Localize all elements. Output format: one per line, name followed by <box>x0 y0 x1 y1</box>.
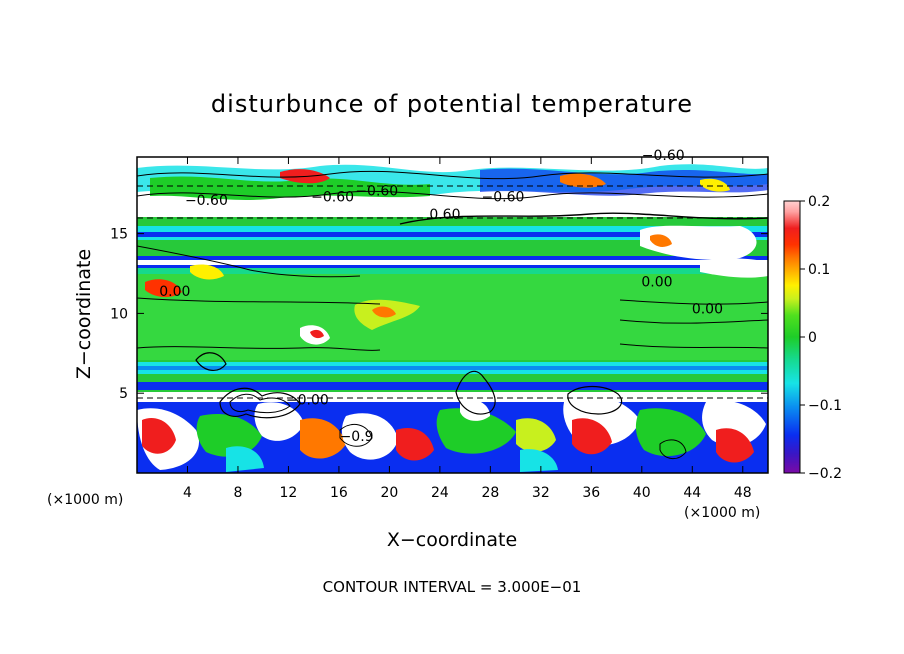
contour-label: 0.00 <box>692 301 723 317</box>
field-band-blue-low <box>137 366 768 370</box>
x-tick-label: 20 <box>380 485 398 501</box>
field-blob-mid-2 <box>372 306 396 318</box>
plot-field <box>137 157 768 473</box>
contour-cluster-4 <box>195 352 227 371</box>
field-bottom-white-4 <box>460 398 490 421</box>
field-blob-top-blue <box>480 168 768 196</box>
field-blob-mid-4 <box>310 329 324 339</box>
field-bottom-red-2 <box>396 428 434 461</box>
contour-label: −0.60 <box>482 190 525 206</box>
x-axis-ticks: 4 8 12 16 20 24 28 32 36 40 44 48 <box>183 157 752 501</box>
field-band-white-low <box>137 392 768 402</box>
field-blob-right-3 <box>700 258 768 278</box>
contour-label: −0.9 <box>340 429 374 445</box>
colorbar-tick-label: −0.1 <box>808 398 842 414</box>
y-tick-label: 15 <box>110 227 128 243</box>
field-blob-left-1 <box>145 279 182 298</box>
colorbar-tick-label: 0.1 <box>808 262 830 278</box>
field-band-blue-upper <box>137 232 768 237</box>
colorbar <box>783 200 801 474</box>
y-axis-ticks: 5 10 15 <box>110 227 768 402</box>
field-bottom-cyan-1 <box>226 446 264 472</box>
contour-cluster-5 <box>339 423 373 447</box>
field-bottom-green-2 <box>436 408 516 454</box>
contour-label: −0.60 <box>355 183 398 199</box>
field-blob-top-orange <box>560 173 606 188</box>
plot-frame <box>136 156 769 474</box>
x-tick-label: 40 <box>633 485 651 501</box>
contour-label: −0.00 <box>286 392 329 408</box>
contour-label: 0.00 <box>641 274 672 290</box>
field-bottom-green-1 <box>196 414 262 457</box>
field-bottom-orange-1 <box>300 418 346 459</box>
contour-cluster-3 <box>567 385 623 415</box>
field-band-white-mid <box>137 260 768 265</box>
field-blob-right-1 <box>640 225 757 260</box>
y-tick-label: 10 <box>110 306 128 322</box>
contour-label: 0.00 <box>159 284 190 300</box>
contour-label: −0.60 <box>311 190 354 206</box>
contour-cluster-1b <box>229 393 291 414</box>
colorbar-tick-label: 0.2 <box>808 194 830 210</box>
contour-line-4 <box>137 245 361 278</box>
x-tick-label: 16 <box>330 485 348 501</box>
field-band-lightgreen <box>137 274 768 360</box>
contour-cluster-1 <box>219 387 301 419</box>
field-blob-right-2 <box>650 234 672 247</box>
field-bottom-yellow-1 <box>516 418 556 452</box>
field-bottom-red-3 <box>572 418 612 455</box>
x-tick-label: 28 <box>481 485 499 501</box>
y-tick-label: 5 <box>119 386 128 402</box>
field-band-cyan-mid <box>137 268 768 274</box>
field-bottom-cyan-2 <box>520 449 558 472</box>
contour-line-6 <box>619 299 768 305</box>
chart-title: disturbunce of potential temperature <box>211 90 693 118</box>
x-axis-label: X−coordinate <box>387 529 517 551</box>
contour-line-7 <box>619 319 768 324</box>
field-blob-left-2 <box>190 264 224 280</box>
x-unit-label-right: (×1000 m) <box>684 505 760 521</box>
x-tick-label: 24 <box>431 485 449 501</box>
contour-line-8 <box>137 346 381 351</box>
colorbar-ticks: 0.2 0.1 0 −0.1 −0.2 <box>800 194 842 482</box>
field-band-navy-low <box>137 382 768 390</box>
x-tick-label: 8 <box>233 485 242 501</box>
x-tick-label: 44 <box>683 485 701 501</box>
x-tick-label: 48 <box>734 485 752 501</box>
contour-interval-note: CONTOUR INTERVAL = 3.000E−01 <box>323 578 582 596</box>
contour-line-3 <box>399 212 768 225</box>
contour-cluster-2 <box>455 370 496 415</box>
y-axis-label: Z−coordinate <box>73 249 95 379</box>
x-tick-label: 12 <box>280 485 298 501</box>
x-unit-label-left: (×1000 m) <box>47 492 123 508</box>
contour-line-5 <box>137 297 381 305</box>
contour-labels: −0.60−0.60 −0.60 −0.600.60−0.600.000.000.0… <box>159 148 723 445</box>
contour-label: −0.60 <box>185 193 228 209</box>
field-bottom-red-4 <box>716 428 754 463</box>
colorbar-tick-label: 0 <box>808 330 817 346</box>
field-bottom-red-1 <box>142 418 176 454</box>
field-blob-top-yellow <box>700 178 730 192</box>
x-tick-label: 32 <box>532 485 550 501</box>
contour-label: 0.60 <box>429 207 460 223</box>
x-tick-label: 4 <box>183 485 192 501</box>
colorbar-tick-label: −0.2 <box>808 466 842 482</box>
field-bottom-green-3 <box>635 408 706 457</box>
contour-line-9 <box>619 343 768 349</box>
contour-label: −0.60 <box>642 148 685 164</box>
contour-line-1 <box>137 170 768 180</box>
contour-line-2 <box>137 190 768 200</box>
contour-cluster-6 <box>659 439 687 459</box>
x-tick-label: 36 <box>582 485 600 501</box>
